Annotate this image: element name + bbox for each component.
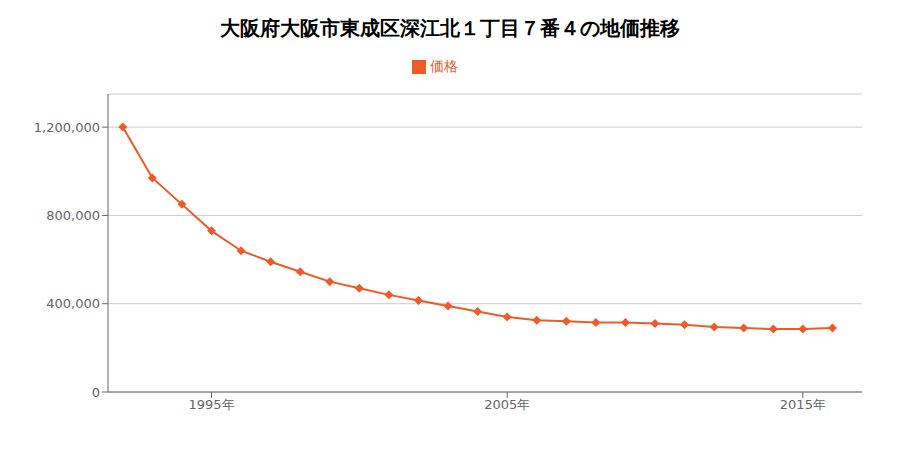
html-text:価格: 価格 [430, 58, 458, 74]
svg-text:400,000: 400,000 [46, 296, 100, 311]
svg-text:2005年: 2005年 [484, 397, 530, 412]
svg-text:0: 0 [92, 385, 100, 400]
svg-text:1,200,000: 1,200,000 [34, 120, 100, 135]
svg-text:2015年: 2015年 [780, 397, 826, 412]
svg-text:1995年: 1995年 [188, 397, 234, 412]
html-text:大阪府大阪市東成区深江北１丁目７番４の地価推移: 大阪府大阪市東成区深江北１丁目７番４の地価推移 [220, 16, 680, 40]
svg-text:800,000: 800,000 [46, 208, 100, 223]
